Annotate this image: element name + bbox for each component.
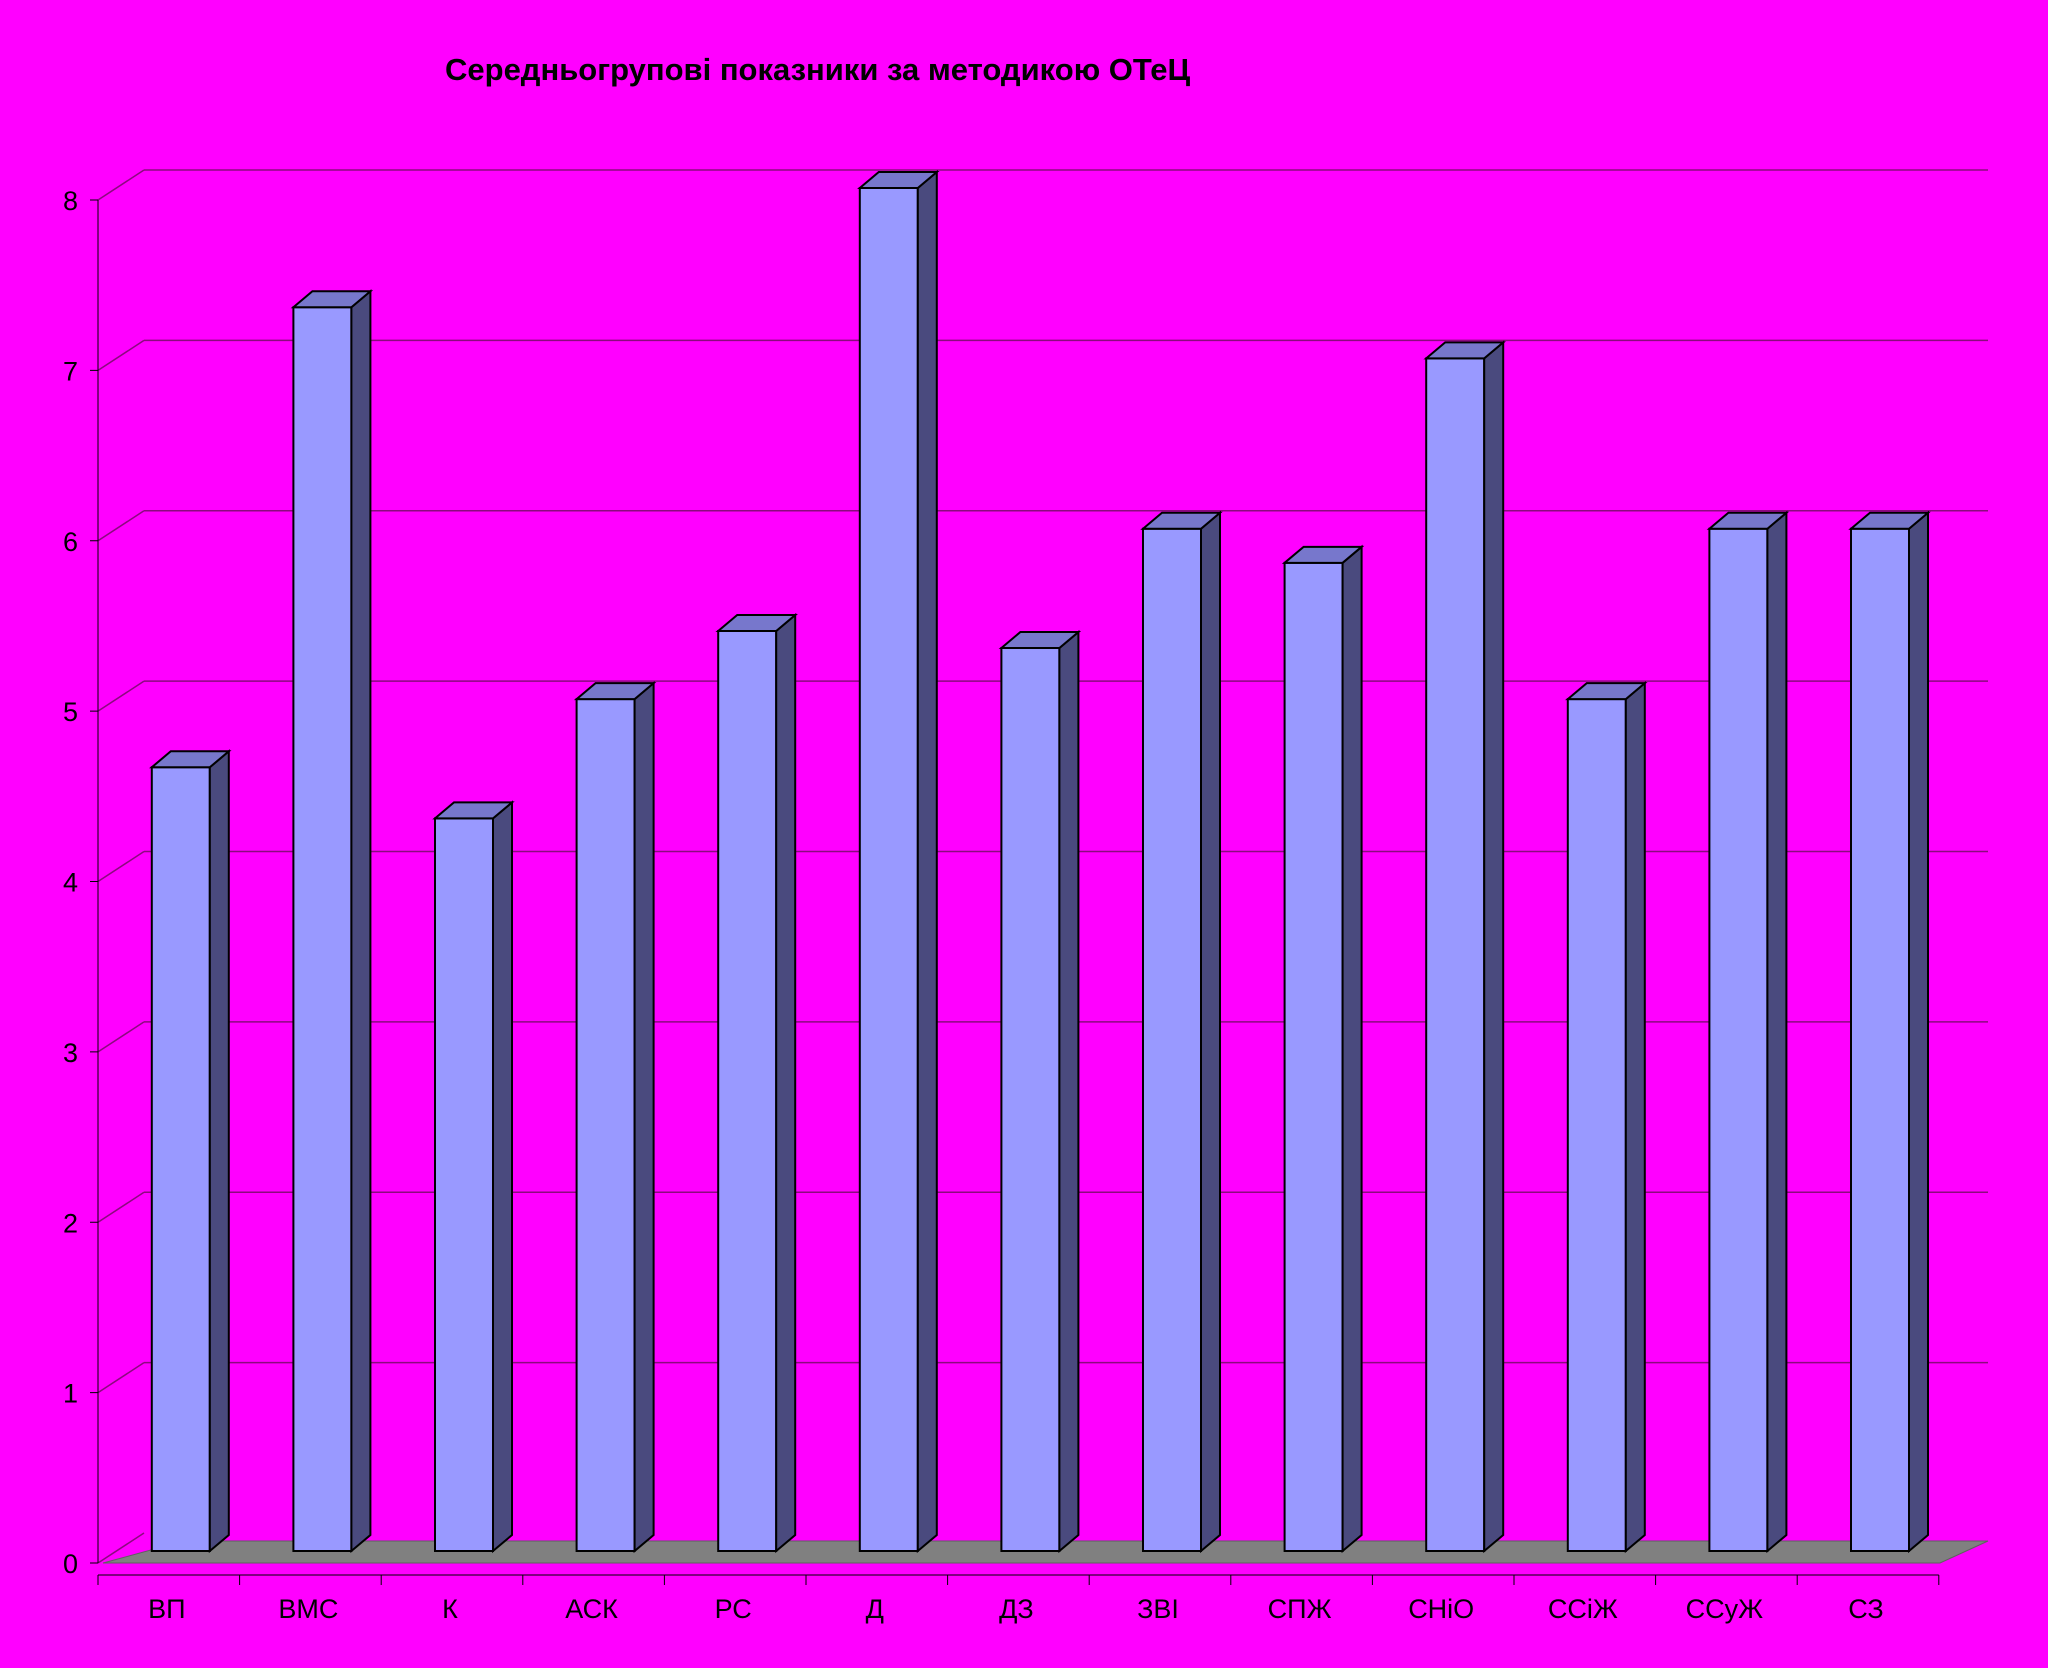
gridline-side (97, 1532, 145, 1564)
bar-side (350, 289, 372, 1554)
bar (1566, 698, 1627, 1552)
x-tick-label: АСК (565, 1594, 618, 1624)
bar-top (1565, 682, 1648, 701)
y-tick-label: 5 (63, 697, 78, 727)
bar (292, 306, 353, 1553)
bar (1708, 527, 1769, 1552)
bar (575, 698, 636, 1552)
bar-top (1848, 511, 1931, 530)
bar (1850, 527, 1910, 1552)
gridline-side (97, 1191, 145, 1223)
y-tick-label: 4 (63, 868, 78, 898)
bar (858, 187, 919, 1552)
bar-side (492, 800, 513, 1554)
bar-top (1706, 511, 1790, 530)
x-tick-label: СНіО (1408, 1594, 1474, 1624)
gridline-side (97, 1361, 145, 1394)
bar (1000, 647, 1061, 1552)
bar-side (1766, 510, 1788, 1554)
chart-title: Середньогрупові показники за методикою О… (445, 52, 1191, 87)
bar-top (1140, 511, 1223, 530)
x-tick-label: СЗ (1848, 1594, 1884, 1624)
x-tick-label: Д (866, 1594, 884, 1624)
bar-side (1341, 544, 1363, 1554)
gridline-side (97, 850, 145, 883)
gridline-side (97, 339, 145, 372)
bar-top (149, 750, 232, 769)
gridline-side (97, 1021, 145, 1053)
gridline-side (97, 169, 145, 201)
bar-side (775, 612, 797, 1554)
y-tick-label: 3 (63, 1038, 78, 1068)
bar-top (432, 801, 515, 820)
y-tick-label: 7 (63, 356, 78, 386)
bar-side (1908, 510, 1929, 1554)
bar (717, 629, 778, 1552)
gridline-side (97, 680, 145, 712)
bar (150, 766, 211, 1552)
gridline-side (97, 510, 145, 542)
bar-side (916, 169, 938, 1554)
bar (1283, 561, 1344, 1552)
bar-side (1483, 340, 1505, 1554)
bar-top (573, 682, 657, 701)
bar-side (1624, 680, 1646, 1554)
x-tick-label: К (442, 1594, 458, 1624)
bar (1425, 357, 1486, 1552)
bar (434, 817, 494, 1552)
bar-top (857, 171, 940, 189)
x-tick-label: ССіЖ (1548, 1594, 1618, 1624)
y-tick-label: 2 (63, 1208, 78, 1238)
x-tick-label: ЗВІ (1137, 1594, 1179, 1624)
x-tick-label: ВП (148, 1594, 185, 1624)
bar-side (633, 680, 655, 1554)
y-tick-label: 6 (63, 527, 78, 557)
bar-side (208, 749, 230, 1554)
y-tick-label: 8 (63, 186, 78, 216)
bar-side (1058, 629, 1080, 1554)
bar-top (998, 631, 1082, 650)
bar-top (290, 290, 374, 309)
y-tick-label: 1 (63, 1379, 78, 1409)
bar-side (1200, 510, 1221, 1554)
x-tick-label: РС (715, 1594, 752, 1624)
x-tick-label: ДЗ (999, 1594, 1034, 1624)
y-tick-label: 0 (63, 1549, 78, 1579)
bar (1142, 527, 1202, 1552)
bar-top (715, 613, 798, 632)
x-tick-label: СПЖ (1268, 1594, 1332, 1624)
bar-top (1281, 545, 1365, 564)
x-tick-label: ВМС (278, 1594, 338, 1624)
x-tick-label: ССуЖ (1686, 1594, 1763, 1624)
bar-top (1423, 341, 1506, 360)
